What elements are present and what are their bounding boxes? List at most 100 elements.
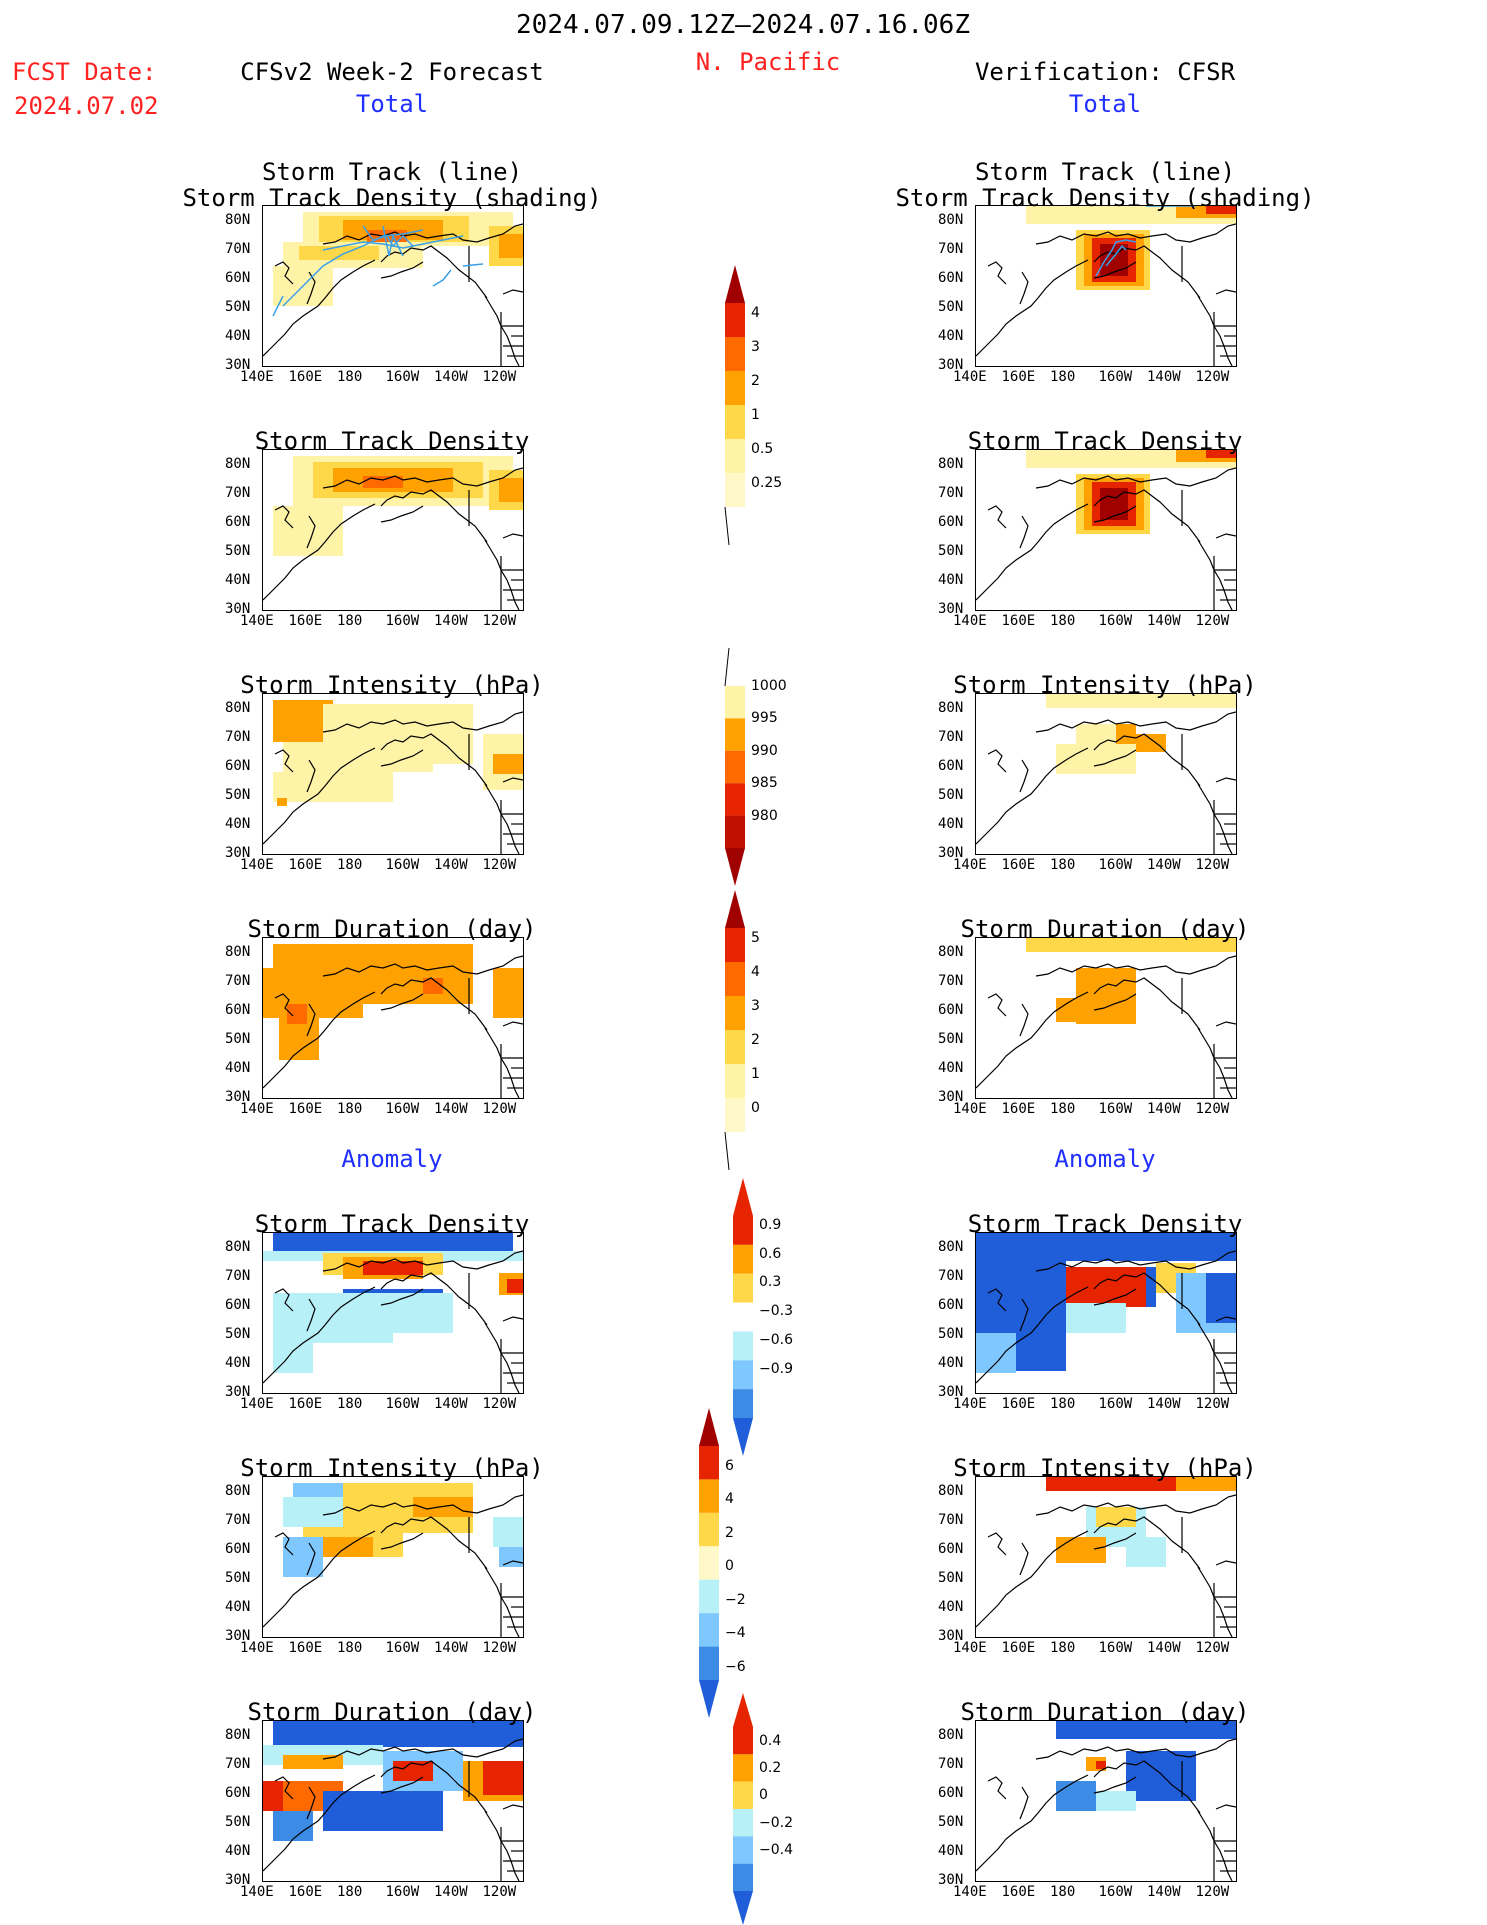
shaded-cell <box>1136 734 1166 752</box>
lat-tick-label: 30N <box>225 357 251 373</box>
coastline <box>976 1530 1089 1628</box>
coastline <box>306 1786 316 1820</box>
shaded-cell <box>493 968 523 1018</box>
lat-tick-label: 70N <box>938 241 964 257</box>
shaded-cell <box>1046 694 1236 708</box>
map-plot <box>263 700 523 854</box>
lon-tick-label: 160E <box>1001 857 1036 873</box>
lat-tick-label: 40N <box>225 1843 251 1859</box>
colorbar-segment <box>733 1389 753 1418</box>
coastline <box>380 1272 488 1326</box>
storm-track-line <box>462 263 484 267</box>
lon-tick-label: 140E <box>953 1101 987 1117</box>
coastline <box>380 245 488 299</box>
coastline <box>976 747 1089 845</box>
coastline <box>976 503 1089 601</box>
coastline <box>274 993 294 1017</box>
lon-tick-label: 160W <box>385 857 420 873</box>
coastline <box>987 993 1007 1017</box>
lon-tick-label: 140E <box>953 613 987 629</box>
coastline <box>380 1516 488 1570</box>
shaded-cell <box>273 1233 513 1251</box>
shaded-cell <box>1206 206 1236 214</box>
lon-tick-label: 120W <box>1195 1640 1230 1656</box>
lat-tick-label: 70N <box>938 1512 964 1528</box>
lat-tick-label: 60N <box>938 1541 964 1557</box>
lon-tick-label: 140W <box>1147 857 1181 873</box>
colorbar-label: −6 <box>725 1658 746 1675</box>
coastline <box>1215 1316 1236 1322</box>
coastline <box>1035 467 1236 489</box>
panel-title: Storm Track (line) <box>261 158 523 186</box>
lat-tick-label: 60N <box>225 1297 251 1313</box>
shaded-cell <box>323 1791 443 1831</box>
density-colorbar <box>724 265 745 545</box>
coastline <box>1019 515 1029 549</box>
lat-tick-label: 40N <box>938 572 964 588</box>
lat-tick-label: 50N <box>225 543 251 559</box>
coastline <box>263 991 376 1089</box>
lat-tick-label: 80N <box>225 944 251 960</box>
lat-tick-label: 60N <box>225 1002 251 1018</box>
right-anomaly-label: Anomaly <box>1054 1145 1156 1173</box>
lon-tick-label: 180 <box>337 1640 363 1656</box>
coastline <box>380 261 424 279</box>
colorbar-label: 990 <box>751 742 778 759</box>
colorbar-label: 0 <box>725 1558 734 1575</box>
colorbar-label: 2 <box>751 373 760 390</box>
shaded-cell <box>1056 1537 1106 1563</box>
panel-title: Storm Duration (day) <box>247 1698 537 1726</box>
cfsv2-adur-map <box>262 1720 524 1882</box>
cfsr-adur-map <box>975 1720 1237 1882</box>
storm-track-line <box>1095 239 1137 277</box>
colorbar-segment <box>725 750 745 784</box>
lat-tick-label: 80N <box>938 456 964 472</box>
lat-tick-label: 40N <box>225 572 251 588</box>
coastline <box>380 1760 488 1814</box>
colorbar-top-arrow <box>733 1178 753 1216</box>
panel-title: Storm Intensity (hPa) <box>953 671 1257 699</box>
coastline <box>1093 977 1201 1031</box>
colorbar-segment <box>699 1646 719 1680</box>
shaded-cell <box>493 754 523 774</box>
lon-tick-label: 120W <box>482 1396 517 1412</box>
lat-tick-label: 80N <box>938 1483 964 1499</box>
coastline <box>263 503 376 601</box>
panel-title: Storm Track Density (shading) <box>182 184 602 212</box>
lon-tick-label: 180 <box>1050 613 1076 629</box>
lat-tick-label: 50N <box>938 543 964 559</box>
panel-title: Storm Intensity (hPa) <box>953 1454 1257 1482</box>
lat-tick-label: 40N <box>938 816 964 832</box>
shaded-cell <box>499 478 523 502</box>
shaded-cell <box>976 1333 1016 1373</box>
lat-tick-label: 70N <box>225 729 251 745</box>
coastline <box>380 1288 424 1306</box>
lon-tick-label: 140E <box>953 369 987 385</box>
lon-tick-label: 160E <box>288 369 323 385</box>
coastline <box>322 955 523 977</box>
lat-tick-label: 70N <box>225 1756 251 1772</box>
lon-tick-label: 180 <box>1050 1640 1076 1656</box>
colorbar-segment <box>725 405 745 439</box>
panel-title: Storm Intensity (hPa) <box>240 1454 544 1482</box>
colorbar-segment <box>725 439 745 473</box>
colorbar-label: 2 <box>725 1524 734 1541</box>
colorbar-label: 2 <box>751 1032 760 1049</box>
colorbar-segment <box>725 718 745 751</box>
colorbar-label: 1 <box>751 407 760 424</box>
lat-tick-label: 50N <box>938 1031 964 1047</box>
coastline <box>1019 1003 1029 1037</box>
coastline <box>1215 533 1236 539</box>
lat-tick-label: 80N <box>225 1727 251 1743</box>
lon-tick-label: 160W <box>385 1396 420 1412</box>
coastline <box>380 505 424 523</box>
cfsr-dens-map <box>975 205 1237 367</box>
lon-tick-label: 140W <box>434 613 468 629</box>
colorbar-segment <box>733 1754 753 1782</box>
lat-tick-label: 30N <box>938 601 964 617</box>
panel-title: Storm Track Density <box>967 1210 1243 1238</box>
colorbar-segment <box>733 1331 753 1361</box>
colorbar-top-arrow <box>699 1408 719 1446</box>
map-plot <box>263 1233 523 1393</box>
coastline <box>1019 1786 1029 1820</box>
